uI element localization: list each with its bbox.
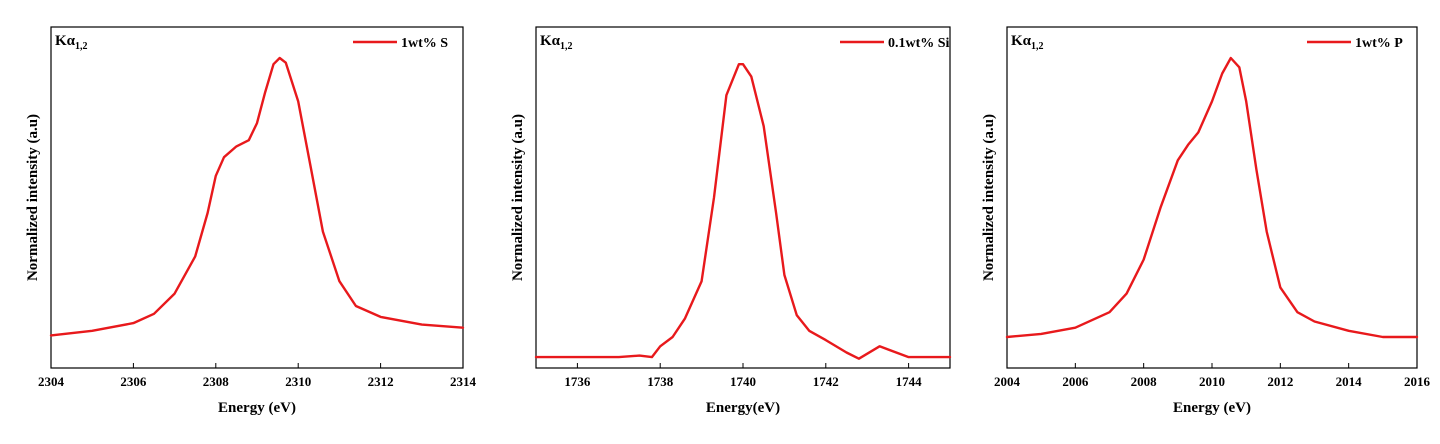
annotation-main: Kα xyxy=(540,33,561,49)
x-tick-label: 1744 xyxy=(896,374,923,389)
x-tick-label: 2304 xyxy=(38,374,65,389)
x-tick-label: 2014 xyxy=(1336,374,1363,389)
y-axis-title: Normalized intensity (a.u) xyxy=(25,114,41,281)
x-tick-label: 2306 xyxy=(120,374,147,389)
x-tick-label: 2314 xyxy=(450,374,477,389)
x-tick-label: 2012 xyxy=(1267,374,1293,389)
legend-label: 1wt% S xyxy=(401,36,448,51)
chart-panel-2: 1736 1738 1740 1742 1744 Energy(eV) Normalized… xyxy=(510,26,952,416)
x-axis-title: Energy (eV) xyxy=(1173,400,1251,416)
annotation-main: Kα xyxy=(1011,33,1032,49)
x-tick-label: 2008 xyxy=(1131,374,1158,389)
x-tick-label: 2312 xyxy=(368,374,394,389)
legend-label: 0.1wt% Si xyxy=(888,36,950,51)
chart-panel-3: 2004 2006 2008 2010 2012 2014 2016 Energy (eV) N… xyxy=(981,26,1431,416)
y-axis-title: Normalized intensity (a.u) xyxy=(981,114,997,281)
x-axis-title: Energy(eV) xyxy=(706,400,780,416)
x-tick-label: 1738 xyxy=(647,374,674,389)
x-tick-label: 2010 xyxy=(1199,374,1225,389)
x-tick-label: 2016 xyxy=(1404,374,1431,389)
chart-panel-1: 2304 2306 2308 2310 2312 2314 Energy (eV) Norma… xyxy=(25,26,477,416)
x-tick-label: 1740 xyxy=(730,374,756,389)
annotation-sub: 1,2 xyxy=(75,41,88,52)
line-annotation: Kα1,2 xyxy=(1011,33,1044,52)
annotation-main: Kα xyxy=(55,33,76,49)
x-tick-label: 2004 xyxy=(994,374,1021,389)
line-annotation: Kα1,2 xyxy=(540,33,573,52)
legend-label: 1wt% P xyxy=(1355,36,1403,51)
y-axis-title: Normalized intensity (a.u) xyxy=(510,114,526,281)
x-axis-title: Energy (eV) xyxy=(218,400,296,416)
plot-frame xyxy=(50,26,464,369)
x-tick-label: 2308 xyxy=(203,374,230,389)
plot-frame xyxy=(1006,26,1418,369)
x-tick-label: 2006 xyxy=(1062,374,1089,389)
x-tick-label: 1742 xyxy=(813,374,839,389)
series-line xyxy=(534,62,952,360)
x-tick-label: 1736 xyxy=(564,374,591,389)
series-line xyxy=(49,56,465,337)
plot-frame xyxy=(535,26,951,369)
annotation-sub: 1,2 xyxy=(1031,41,1044,52)
x-tick-label: 2310 xyxy=(285,374,311,389)
annotation-sub: 1,2 xyxy=(560,41,573,52)
line-annotation: Kα1,2 xyxy=(55,33,88,52)
series-line xyxy=(1005,56,1419,339)
